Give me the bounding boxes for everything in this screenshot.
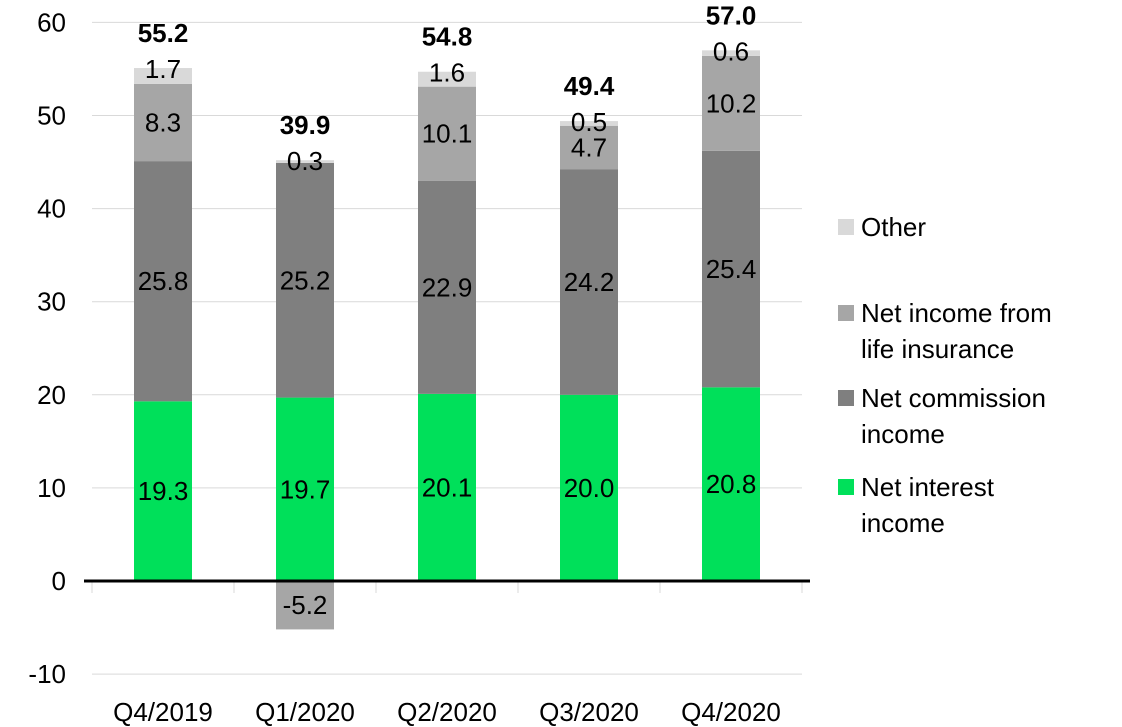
bar-segment	[560, 121, 618, 126]
y-tick-label: 20	[37, 380, 66, 410]
x-category-label: Q2/2020	[397, 697, 497, 727]
segment-value-label: 1.6	[429, 58, 465, 88]
bar-segment	[702, 50, 760, 56]
segment-value-label: -5.2	[283, 590, 328, 620]
bar-segment	[560, 394, 618, 581]
segment-value-label: 20.0	[564, 473, 615, 503]
bar-segment	[276, 162, 334, 398]
segment-value-label: 20.8	[706, 469, 757, 499]
segment-value-label: 8.3	[145, 107, 181, 137]
segment-value-label: 22.9	[422, 272, 473, 302]
bar-segment	[276, 397, 334, 581]
bar-segment	[702, 150, 760, 388]
segment-value-label: 4.7	[571, 133, 607, 163]
y-tick-label: 50	[37, 101, 66, 131]
legend-label: Net income from	[861, 298, 1052, 328]
legend-label: Net commission	[861, 383, 1046, 413]
segment-value-label: 25.2	[280, 265, 331, 295]
bar-segment	[276, 160, 334, 163]
bar-segment	[560, 169, 618, 395]
segment-value-label: 0.6	[713, 36, 749, 66]
legend-label: income	[861, 508, 945, 538]
bars	[134, 50, 760, 630]
segment-value-label: 25.8	[138, 266, 189, 296]
segment-value-label: 19.7	[280, 474, 331, 504]
segment-value-label: 20.1	[422, 472, 473, 502]
segment-value-label: 1.7	[145, 54, 181, 84]
total-value-label: 54.8	[422, 22, 473, 52]
x-category-label: Q4/2019	[113, 697, 213, 727]
y-tick-label: 40	[37, 194, 66, 224]
legend-label: life insurance	[861, 334, 1014, 364]
legend-swatch	[838, 219, 854, 235]
legend-label: income	[861, 419, 945, 449]
legend-label: Other	[861, 212, 926, 242]
bar-segment	[418, 180, 476, 394]
bar-segment	[418, 71, 476, 87]
x-category-label: Q4/2020	[681, 697, 781, 727]
segment-value-label: 19.3	[138, 476, 189, 506]
bar-segment	[134, 161, 192, 402]
segment-value-label: 10.1	[422, 119, 473, 149]
x-category-label: Q3/2020	[539, 697, 639, 727]
x-category-label: Q1/2020	[255, 697, 355, 727]
bar-segment	[418, 393, 476, 581]
axes: -10 0 10 20 30 40 50 60 Q4/2019 Q1/2020 Q2/2020 Q3/…	[28, 7, 810, 727]
y-tick-label: 10	[37, 473, 66, 503]
y-tick-label: 60	[37, 7, 66, 37]
bar-segment	[134, 401, 192, 581]
legend: Other Net income from life insurance Net co…	[838, 212, 1052, 538]
segment-labels: 19.3 25.8 8.3 1.7 19.7 25.2 -5.2 0.3 20.1 22.9 10.…	[138, 36, 757, 620]
total-value-label: 49.4	[564, 71, 615, 101]
y-tick-label: 30	[37, 287, 66, 317]
bar-segment	[134, 68, 192, 84]
total-value-label: 39.9	[280, 110, 331, 140]
total-value-label: 55.2	[138, 18, 189, 48]
segment-value-label: 0.3	[287, 146, 323, 176]
legend-label: Net interest	[861, 472, 995, 502]
segment-value-label: 10.2	[706, 88, 757, 118]
total-labels: 55.2 39.9 54.8 49.4 57.0	[138, 0, 757, 140]
y-tick-label: -10	[28, 659, 66, 689]
legend-swatch	[838, 479, 854, 495]
bar-segment	[560, 125, 618, 170]
total-value-label: 57.0	[706, 0, 757, 30]
bar-segment	[702, 55, 760, 151]
legend-swatch	[838, 390, 854, 406]
segment-value-label: 25.4	[706, 254, 757, 284]
legend-swatch	[838, 305, 854, 321]
bar-segment	[276, 581, 334, 630]
y-tick-label: 0	[52, 566, 66, 596]
segment-value-label: 24.2	[564, 267, 615, 297]
bar-segment	[134, 83, 192, 162]
bar-segment	[418, 86, 476, 181]
bar-segment	[702, 387, 760, 581]
segment-value-label: 0.5	[571, 107, 607, 137]
